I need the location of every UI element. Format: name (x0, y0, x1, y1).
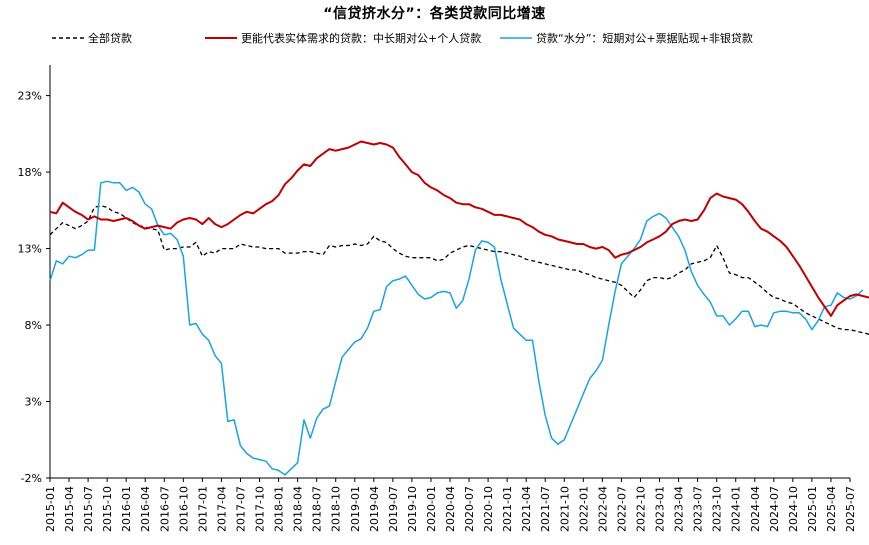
x-tick-label: 2025-07 (844, 486, 857, 532)
x-tick-label: 2021-07 (539, 486, 552, 532)
x-tick-label: 2015-10 (101, 486, 114, 532)
series-line-2 (49, 140, 869, 317)
x-tick-label: 2016-07 (158, 486, 171, 532)
y-tick-label: 23% (18, 90, 42, 103)
x-axis-ticks: 2015-01 2015-04 2015-07 2015-10 2016-01 2016-… (44, 478, 857, 532)
x-tick-label: 2019-01 (349, 486, 362, 532)
x-tick-label: 2023-01 (654, 486, 667, 532)
x-tick-label: 2015-01 (44, 486, 57, 532)
x-tick-label: 2021-01 (501, 486, 514, 532)
x-tick-label: 2016-01 (120, 486, 133, 532)
legend-label: 贷款“水分”：短期对公+票据贴现+非银贷款 (536, 31, 753, 45)
series-line-3 (49, 180, 864, 476)
x-tick-label: 2019-07 (387, 486, 400, 532)
x-tick-label: 2025-01 (806, 486, 819, 532)
legend-label: 更能代表实体需求的贷款：中长期对公+个人贷款 (241, 31, 481, 45)
x-tick-label: 2022-07 (615, 486, 628, 532)
x-tick-label: 2019-04 (368, 486, 381, 532)
x-tick-label: 2024-07 (768, 486, 781, 532)
x-tick-label: 2020-04 (444, 486, 457, 532)
axes (49, 65, 850, 479)
x-tick-label: 2022-04 (596, 486, 609, 532)
series-lines (49, 140, 869, 476)
x-tick-label: 2020-10 (482, 486, 495, 532)
y-tick-label: 18% (18, 166, 42, 179)
chart-title: “信贷挤水分”：各类贷款同比增速 (323, 6, 546, 22)
x-tick-label: 2019-10 (406, 486, 419, 532)
x-tick-label: 2020-07 (463, 486, 476, 532)
x-tick-label: 2017-10 (254, 486, 267, 532)
x-tick-label: 2025-04 (825, 486, 838, 532)
x-tick-label: 2023-10 (711, 486, 724, 532)
y-axis-ticks: -2% 3% 8% 13% 18% 23% (18, 90, 50, 485)
y-tick-label: 8% (25, 319, 42, 332)
x-tick-label: 2020-01 (425, 486, 438, 532)
x-tick-label: 2016-10 (177, 486, 190, 532)
series-line-1 (49, 205, 869, 335)
x-tick-label: 2018-07 (311, 486, 324, 532)
y-tick-label: 13% (18, 243, 42, 256)
x-tick-label: 2022-10 (634, 486, 647, 532)
x-tick-label: 2024-01 (730, 486, 743, 532)
x-tick-label: 2017-04 (215, 486, 228, 532)
legend-label: 全部贷款 (88, 31, 132, 45)
x-tick-label: 2016-04 (139, 486, 152, 532)
x-tick-label: 2024-10 (787, 486, 800, 532)
x-tick-label: 2024-04 (749, 486, 762, 532)
x-tick-label: 2023-07 (692, 486, 705, 532)
x-tick-label: 2018-04 (292, 486, 305, 532)
x-tick-label: 2018-10 (330, 486, 343, 532)
x-tick-label: 2017-07 (234, 486, 247, 532)
x-tick-label: 2015-07 (82, 486, 95, 532)
y-tick-label: 3% (25, 396, 42, 409)
x-tick-label: 2023-04 (673, 486, 686, 532)
x-tick-label: 2022-01 (577, 486, 590, 532)
legend: 全部贷款 更能代表实体需求的贷款：中长期对公+个人贷款 贷款“水分”：短期对公+票据… (52, 31, 753, 45)
x-tick-label: 2017-01 (196, 486, 209, 532)
x-tick-label: 2018-01 (273, 486, 286, 532)
x-tick-label: 2021-04 (520, 486, 533, 532)
x-tick-label: 2021-10 (558, 486, 571, 532)
x-tick-label: 2015-04 (63, 486, 76, 532)
y-tick-label: -2% (21, 472, 42, 485)
